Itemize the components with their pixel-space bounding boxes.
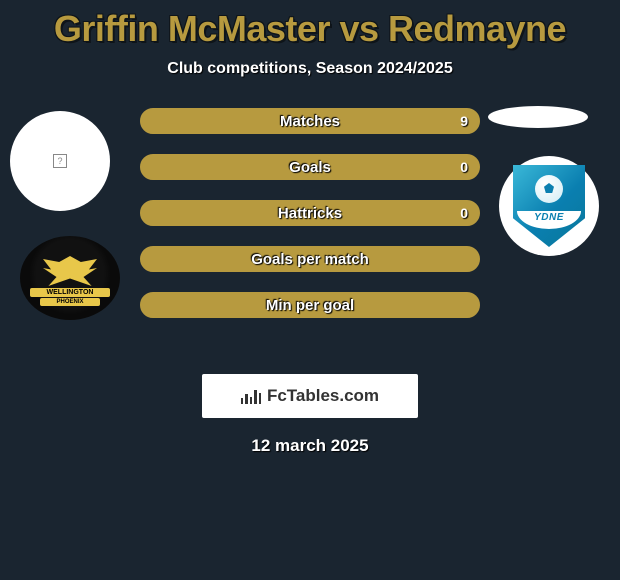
- comparison-title: Griffin McMaster vs Redmayne: [0, 0, 620, 50]
- club-right-label: YDNE: [517, 211, 581, 229]
- phoenix-icon: [43, 256, 97, 286]
- stat-label: Goals: [142, 159, 478, 176]
- stat-row: Hattricks0: [140, 200, 480, 226]
- comparison-subtitle: Club competitions, Season 2024/2025: [0, 60, 620, 78]
- soccer-ball-icon: [535, 175, 563, 203]
- player-left-avatar: ?: [10, 111, 110, 211]
- comparison-content: ? WELLINGTON PHOENIX YDNE Matches9Goals0…: [0, 106, 620, 356]
- shield-icon: YDNE: [513, 165, 585, 247]
- club-left-label: WELLINGTON: [30, 288, 110, 297]
- stat-row: Min per goal: [140, 292, 480, 318]
- player-left-club-badge: WELLINGTON PHOENIX: [20, 236, 120, 320]
- stat-row: Goals per match: [140, 246, 480, 272]
- stat-label: Matches: [142, 113, 478, 130]
- comparison-date: 12 march 2025: [0, 436, 620, 456]
- stat-bars: Matches9Goals0Hattricks0Goals per matchM…: [140, 106, 480, 318]
- stat-label: Hattricks: [142, 205, 478, 222]
- stat-value-right: 0: [460, 159, 468, 175]
- image-placeholder-icon: ?: [53, 154, 67, 168]
- player-right-club-badge: YDNE: [499, 156, 599, 256]
- club-left-sublabel: PHOENIX: [40, 298, 100, 306]
- chart-bars-icon: [241, 388, 261, 404]
- player-right-avatar: [488, 106, 588, 128]
- branding-box: FcTables.com: [202, 374, 418, 418]
- stat-row: Matches9: [140, 108, 480, 134]
- stat-label: Goals per match: [142, 251, 478, 268]
- stat-row: Goals0: [140, 154, 480, 180]
- stat-label: Min per goal: [142, 297, 478, 314]
- stat-value-right: 0: [460, 205, 468, 221]
- branding-text: FcTables.com: [267, 386, 379, 406]
- stat-value-right: 9: [460, 113, 468, 129]
